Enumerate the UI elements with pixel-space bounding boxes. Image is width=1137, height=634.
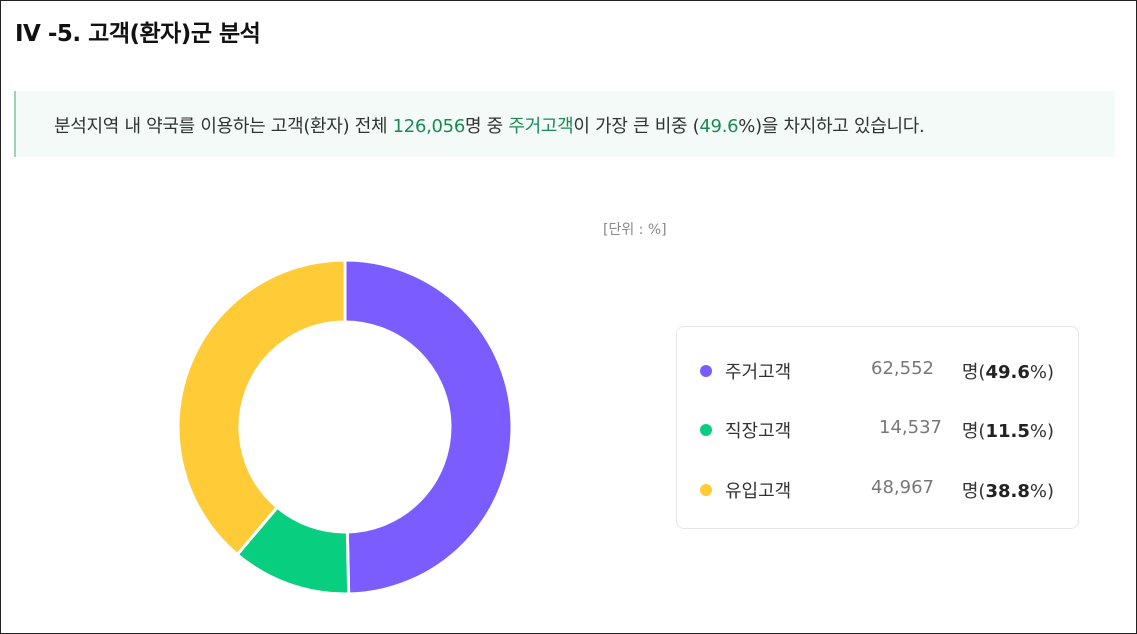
summary-text: 분석지역 내 약국를 이용하는 고객(환자) 전체 126,056명 중 주거고… [54, 112, 925, 138]
legend-item-inflow: 유입고객 48,967 명(38.8%) [677, 477, 1078, 503]
summary-part2: 명 중 [465, 116, 509, 137]
summary-box: 분석지역 내 약국를 이용하는 고객(환자) 전체 126,056명 중 주거고… [14, 91, 1115, 157]
summary-total: 126,056 [392, 116, 466, 137]
legend-label: 유입고객 [725, 481, 792, 502]
legend-dot-inflow [700, 484, 712, 496]
legend-pct-suffix: %) [1029, 362, 1054, 383]
legend-pct-value: 38.8 [985, 481, 1030, 502]
summary-part4: %)을 차지하고 있습니다. [738, 116, 925, 137]
legend-item-workplace: 직장고객 14,537 명(11.5%) [677, 417, 1078, 443]
legend-pct-value: 11.5 [985, 421, 1030, 442]
legend-percent: 명(11.5%) [962, 417, 1054, 443]
summary-part1: 분석지역 내 약국를 이용하는 고객(환자) 전체 [54, 116, 393, 137]
legend-pct-suffix: %) [1029, 481, 1054, 502]
legend-pct-value: 49.6 [985, 362, 1030, 383]
summary-top-pct: 49.6 [699, 116, 739, 137]
legend-item-residential: 주거고객 62,552 명(49.6%) [677, 358, 1078, 384]
legend-unit: 명( [961, 481, 986, 502]
page-title: IV -5. 고객(환자)군 분석 [15, 21, 261, 47]
legend-count: 14,537 [879, 417, 942, 438]
legend-unit: 명( [961, 362, 986, 383]
legend-percent: 명(38.8%) [962, 477, 1054, 503]
legend-label: 직장고객 [725, 421, 792, 442]
summary-part3: 이 가장 큰 비중 ( [573, 116, 700, 137]
summary-top-group: 주거고객 [508, 116, 574, 137]
legend-percent: 명(49.6%) [962, 358, 1054, 384]
legend-label: 주거고객 [725, 362, 792, 383]
legend-count: 48,967 [871, 477, 934, 498]
donut-slice-residential [343, 258, 514, 596]
legend-dot-workplace [700, 424, 712, 436]
unit-label: [단위 : %] [603, 222, 667, 238]
legend-box: 주거고객 62,552 명(49.6%) 직장고객 14,537 명(11.5%… [676, 326, 1079, 529]
legend-unit: 명( [961, 421, 986, 442]
legend-count: 62,552 [871, 358, 934, 379]
legend-dot-residential [700, 365, 712, 377]
donut-slice-inflow [176, 258, 347, 557]
legend-pct-suffix: %) [1029, 421, 1054, 442]
